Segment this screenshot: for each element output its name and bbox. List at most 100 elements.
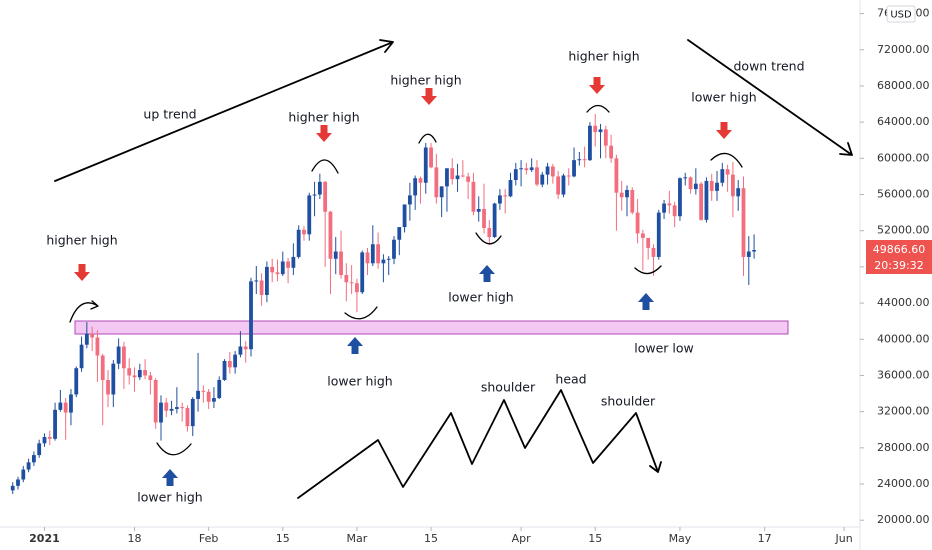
candle-body (174, 407, 179, 409)
candle-body (609, 145, 614, 159)
candle-body (651, 247, 656, 257)
candle-body (513, 169, 518, 181)
annotation: lower high (327, 374, 392, 389)
candle-body (153, 379, 158, 423)
candle-body (413, 178, 418, 196)
arc (311, 159, 339, 174)
annotation: head (555, 372, 586, 387)
candle-body (53, 409, 57, 439)
support-zone (74, 320, 789, 335)
y-tick-label: 36000.00 (877, 368, 930, 381)
x-tick-label: 17 (758, 532, 772, 545)
price-tag: 49866.60 20:39:32 (866, 240, 932, 275)
y-tick-label: 44000.00 (877, 296, 930, 309)
down-trend-arrow (687, 39, 853, 156)
candle-body (238, 346, 243, 355)
candle-body (471, 181, 476, 212)
candle-body (111, 363, 116, 395)
candle-body (222, 360, 227, 380)
x-tick-label: Mar (347, 532, 368, 545)
candle-body (640, 233, 645, 238)
annotation: shoulder (481, 380, 536, 395)
candle-body (270, 266, 275, 273)
candle-body (291, 256, 296, 268)
candle-body (503, 195, 508, 197)
annotation: up trend (143, 107, 196, 122)
candle-body (339, 251, 343, 276)
candle-body (212, 398, 216, 402)
candle-body (460, 175, 465, 177)
y-tick-label: 72000.00 (877, 43, 930, 56)
y-tick-label: 64000.00 (877, 115, 930, 128)
candle-body (487, 227, 492, 238)
candle-body (672, 205, 677, 217)
candle-body (731, 174, 735, 197)
candle-body (656, 212, 661, 257)
down-arrow (589, 77, 605, 94)
candle-body (529, 167, 534, 171)
candle-body (709, 180, 714, 191)
candle-body (678, 178, 682, 217)
axes: 20000.00 24000.00 28000.00 32000.00 36000.00… (29, 7, 929, 545)
candle-body (545, 166, 550, 175)
candle-body (58, 402, 63, 410)
currency-badge (886, 5, 916, 23)
up-arrow (347, 337, 363, 354)
candle-body (307, 195, 312, 235)
candle-body (619, 192, 624, 198)
candle-body (397, 227, 402, 240)
currency: USD (890, 10, 912, 21)
candle-body (106, 379, 110, 395)
candle-body (79, 344, 84, 369)
candle-body (603, 129, 608, 146)
down-arrow (74, 264, 90, 281)
x-tick-label: Feb (199, 532, 218, 545)
candle-body (31, 455, 36, 463)
candle-body (37, 443, 42, 456)
x-tick-label: 15 (588, 532, 602, 545)
candle-body (683, 177, 688, 179)
annotation: lower high (448, 290, 513, 305)
candle-body (720, 169, 725, 183)
candle-body (143, 370, 147, 376)
candle-body (344, 275, 349, 283)
x-tick-label: Apr (512, 532, 532, 545)
candle-body (26, 462, 31, 470)
candle-body (593, 125, 598, 133)
candle-body (122, 346, 126, 369)
candle-body (137, 370, 142, 378)
candle-body (402, 204, 407, 228)
candle-body (63, 402, 68, 413)
arc (634, 265, 662, 275)
last-price: 49866.60 (873, 243, 926, 256)
candle-body (662, 203, 666, 213)
candle-body (296, 229, 301, 257)
candle-body (328, 211, 333, 259)
candle-body (227, 360, 232, 368)
annotation: higher high (46, 233, 117, 248)
candle-body (450, 168, 455, 180)
plot-area (0, 0, 861, 550)
candle-body (217, 379, 222, 399)
arc (344, 306, 378, 320)
candle-body (699, 183, 704, 220)
candle-body (196, 390, 200, 399)
y-tick-label: 60000.00 (877, 151, 930, 164)
candle-body (127, 368, 132, 376)
candle-body (598, 129, 603, 133)
candle-body (323, 181, 328, 212)
candle-body (69, 394, 73, 413)
x-tick-label: Jun (835, 532, 853, 545)
candle-body (524, 168, 529, 171)
x-tick-label: 15 (424, 532, 438, 545)
candle-body (423, 147, 428, 183)
down-arrow (421, 88, 437, 105)
candle-body (370, 244, 375, 264)
annotation: higher high (390, 73, 461, 88)
candle-body (286, 261, 290, 268)
candles (10, 113, 756, 494)
annotation: shoulder (601, 394, 656, 409)
candle-body (455, 175, 460, 180)
x-tick-label: 2021 (29, 532, 60, 545)
candle-body (132, 375, 137, 378)
